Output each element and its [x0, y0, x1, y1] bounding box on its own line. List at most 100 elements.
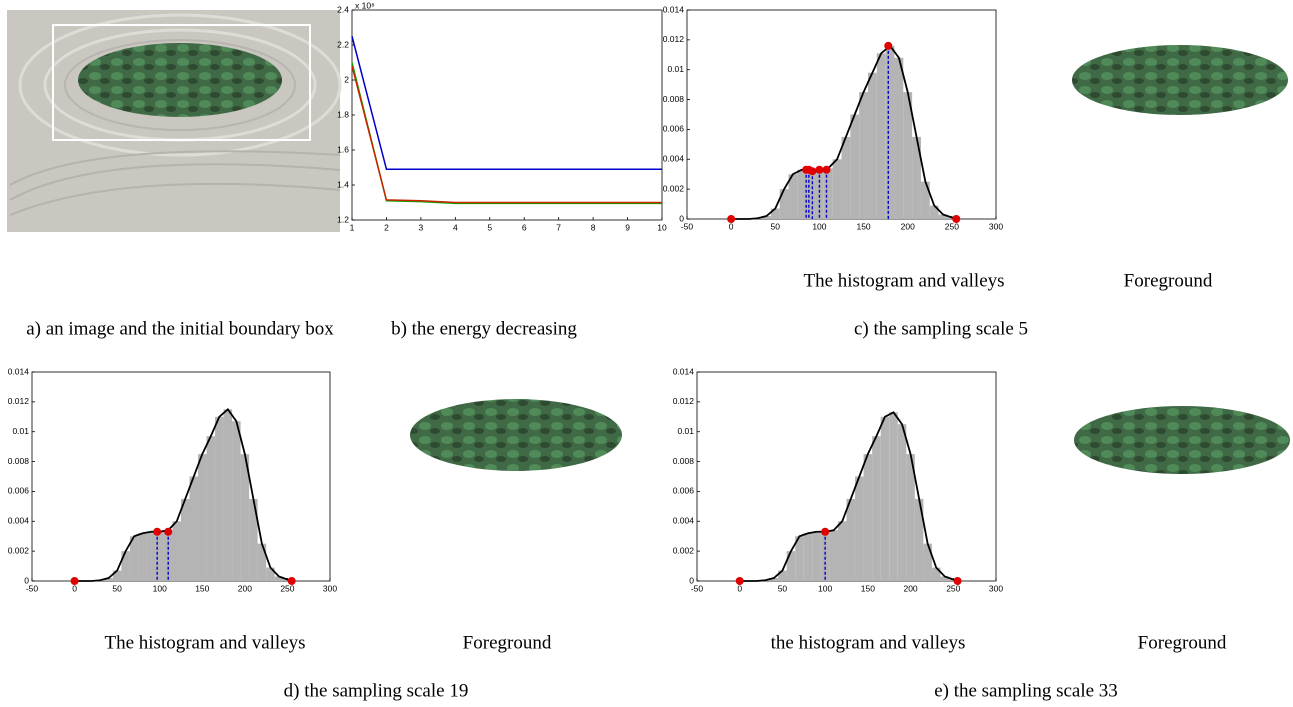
histogram-bar — [923, 543, 932, 581]
y-tick-label: 0.008 — [663, 94, 685, 104]
histogram-bar — [797, 169, 807, 219]
x-tick-label: 8 — [591, 222, 596, 232]
histogram-bar — [146, 531, 156, 581]
histogram-bar — [215, 416, 224, 581]
valley-point — [821, 527, 830, 536]
x-tick-label: 7 — [556, 222, 561, 232]
histogram-bar — [846, 498, 856, 581]
histogram-bar — [163, 530, 173, 581]
y-tick-label: 0 — [689, 575, 694, 585]
y-tick-label: 0.008 — [673, 456, 695, 466]
y-tick-label: 0.014 — [673, 366, 695, 376]
x-tick-label: 4 — [453, 222, 458, 232]
histogram-bar — [867, 72, 877, 219]
valley-point — [815, 165, 824, 174]
x-tick-label: 50 — [778, 583, 788, 593]
histogram-bar — [920, 181, 930, 219]
photo — [7, 10, 342, 232]
histogram-bar — [129, 536, 139, 581]
y-tick-label: 1.4 — [337, 179, 349, 189]
histogram-bar — [894, 57, 904, 220]
valley-point — [952, 215, 961, 223]
x-tick-label: 100 — [153, 583, 167, 593]
x-tick-label: 300 — [989, 221, 1003, 231]
subcaption: Foreground — [1138, 632, 1227, 653]
histogram-bar — [876, 53, 886, 219]
caption: e) the sampling scale 33 — [934, 680, 1118, 701]
y-tick-label: 2.2 — [337, 39, 349, 49]
x-tick-label: 3 — [419, 222, 424, 232]
x-tick-label: 0 — [737, 583, 742, 593]
histogram-bar — [770, 208, 780, 219]
histogram-bar — [206, 436, 216, 581]
histogram-bar — [815, 169, 824, 219]
y-tick-label: 0.004 — [663, 154, 685, 164]
y-tick-label: 1.2 — [337, 214, 349, 224]
y-tick-label: 0.012 — [8, 396, 30, 406]
y-tick-label: 1.6 — [337, 144, 349, 154]
axis-multiplier: x 10⁸ — [355, 0, 375, 10]
histogram-bar — [223, 409, 233, 581]
histogram-bar — [897, 424, 907, 581]
y-tick-label: 0.01 — [677, 426, 694, 436]
histogram-bar — [823, 168, 833, 219]
histogram-bar — [912, 136, 921, 219]
histogram-bar — [249, 498, 258, 581]
histogram-bar — [795, 536, 804, 581]
y-tick-label: 1.8 — [337, 109, 349, 119]
x-tick-label: 300 — [989, 583, 1003, 593]
valley-point — [164, 527, 173, 536]
histogram-bar — [806, 169, 816, 219]
foreground-image — [1074, 406, 1290, 474]
y-tick-label: 0.01 — [667, 64, 684, 74]
x-tick-label: 1 — [350, 222, 355, 232]
histogram-bar — [812, 531, 821, 581]
x-tick-label: 0 — [729, 221, 734, 231]
line-series — [351, 36, 662, 170]
x-tick-label: 50 — [112, 583, 122, 593]
y-tick-label: 0.012 — [663, 34, 685, 44]
x-tick-label: 200 — [238, 583, 252, 593]
histogram-bar — [266, 567, 275, 581]
x-tick-label: -50 — [26, 583, 39, 593]
histogram-bar — [155, 531, 164, 581]
y-tick-label: 0.014 — [663, 4, 685, 14]
histogram-bar — [232, 421, 241, 581]
y-tick-label: 0.006 — [663, 124, 685, 134]
histogram-bar — [198, 454, 207, 581]
histogram-bar — [104, 578, 113, 581]
caption: c) the sampling scale 5 — [854, 318, 1028, 339]
histogram-bar — [872, 436, 881, 581]
x-tick-label: 6 — [522, 222, 527, 232]
histogram-bar — [121, 551, 130, 581]
x-tick-label: 50 — [771, 221, 781, 231]
histogram-bar — [778, 570, 787, 581]
histogram-bar — [138, 533, 147, 581]
histogram-bar — [189, 476, 199, 581]
histogram-bar — [762, 216, 771, 219]
x-tick-label: 9 — [625, 222, 630, 232]
x-tick-label: 100 — [812, 221, 826, 231]
histogram-bar — [803, 533, 813, 581]
histogram-bar — [863, 454, 873, 581]
line-series — [351, 65, 662, 204]
y-tick-label: 0 — [679, 213, 684, 223]
x-tick-label: 250 — [280, 583, 294, 593]
histogram-bar — [786, 551, 796, 581]
histogram-bar — [855, 476, 864, 581]
x-tick-label: 200 — [901, 221, 915, 231]
histogram-bar — [940, 576, 950, 581]
histogram-bar — [885, 45, 895, 220]
x-tick-label: 150 — [195, 583, 209, 593]
histogram-bar — [837, 521, 847, 581]
x-tick-label: 5 — [487, 222, 492, 232]
x-tick-label: 100 — [818, 583, 832, 593]
y-tick-label: 0.002 — [8, 545, 30, 555]
y-tick-label: 0 — [24, 575, 29, 585]
subcaption: The histogram and valleys — [104, 632, 305, 653]
line-series — [351, 62, 662, 205]
histogram-bar — [929, 205, 939, 219]
histogram-bar — [181, 498, 190, 581]
x-tick-label: 0 — [72, 583, 77, 593]
